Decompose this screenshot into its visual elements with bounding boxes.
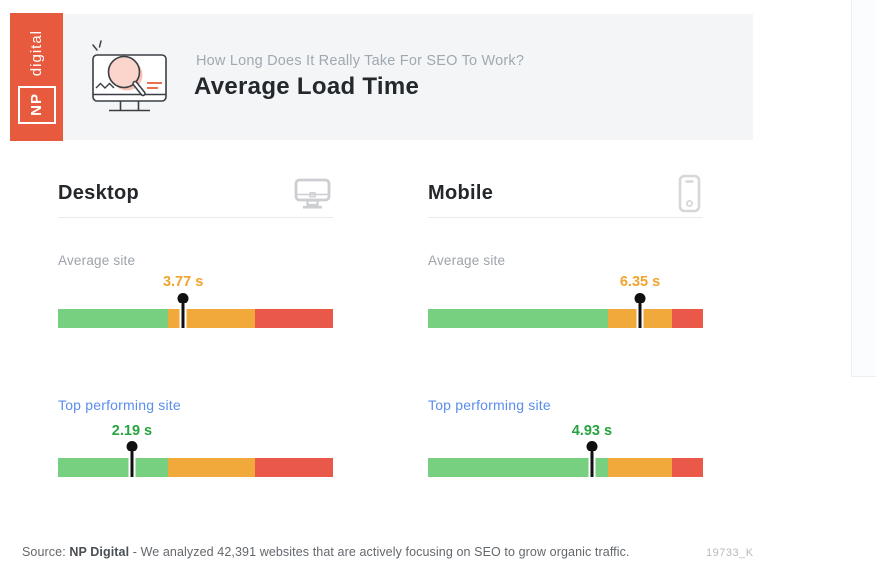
gauge-bar (58, 309, 333, 328)
gauge-marker (177, 293, 189, 328)
gauge-segment-moderate (168, 309, 255, 328)
column-title: Desktop (58, 182, 140, 204)
column-title: Mobile (428, 182, 494, 204)
infographic-kicker: How Long Does It Really Take For SEO To … (196, 53, 525, 69)
gauge-mobile-top: Top performing site 4.93 s (428, 397, 703, 479)
gauge-segment-slow (671, 458, 703, 477)
gauge-marker (126, 441, 138, 477)
gauge-value: 4.93 s (571, 423, 613, 439)
gauge-bar (428, 309, 703, 328)
gauge-segment-moderate (168, 458, 255, 477)
gauge-marker (634, 293, 646, 328)
gauge-desktop-top: Top performing site 2.19 s (58, 397, 333, 479)
marker-stem (588, 451, 596, 477)
marker-head (634, 293, 646, 304)
logo-np-text: NP (28, 93, 45, 117)
source-note: Source: NP Digital - We analyzed 42,391 … (22, 545, 630, 559)
gauge-value: 2.19 s (111, 423, 153, 439)
logo-digital-text: digital (28, 30, 45, 77)
gauge-desktop-average: Average site 3.77 s (58, 253, 333, 335)
source-name: NP Digital (69, 545, 130, 559)
marker-stem (636, 303, 644, 328)
column-divider (58, 217, 333, 218)
mobile-icon (678, 174, 701, 218)
np-digital-logo: digital NP (10, 13, 63, 141)
gauge-segment-fast (428, 458, 609, 477)
gauge-segment-slow (254, 458, 333, 477)
gauge-segment-slow (671, 309, 703, 328)
column-desktop: Desktop Average site 3.77 s Top performi… (58, 178, 333, 478)
column-divider (428, 217, 703, 218)
next-panel-edge (851, 0, 876, 377)
gauge-metric-label: Average site (58, 253, 136, 268)
logo-np-box: NP (17, 85, 56, 124)
gauge-segment-moderate (608, 458, 672, 477)
marker-head (586, 441, 598, 452)
desktop-icon (294, 178, 331, 214)
gauge-bar (58, 458, 333, 477)
marker-head (177, 293, 189, 304)
gauge-marker (586, 441, 598, 477)
gauge-bar (428, 458, 703, 477)
source-prefix: Source: (22, 545, 66, 559)
gauge-metric-label: Top performing site (58, 397, 181, 413)
gauge-metric-label: Top performing site (428, 397, 551, 413)
header-band (62, 14, 753, 140)
gauge-metric-label: Average site (428, 253, 506, 268)
gauge-value: 6.35 s (619, 274, 661, 290)
column-mobile: Mobile Average site 6.35 s Top performin… (428, 174, 703, 479)
gauge-value: 3.77 s (162, 274, 204, 290)
gauge-mobile-average: Average site 6.35 s (428, 253, 703, 335)
gauge-segment-fast (58, 458, 168, 477)
monitor-search-illustration (84, 37, 176, 128)
page-title: Average Load Time (194, 73, 420, 100)
doc-id: 19733_K (706, 547, 754, 559)
gauge-segment-slow (254, 309, 333, 328)
marker-stem (179, 303, 187, 328)
marker-head (126, 441, 138, 452)
marker-stem (128, 451, 136, 477)
gauge-segment-fast (428, 309, 609, 328)
source-text: - We analyzed 42,391 websites that are a… (132, 545, 630, 559)
gauge-segment-fast (58, 309, 168, 328)
